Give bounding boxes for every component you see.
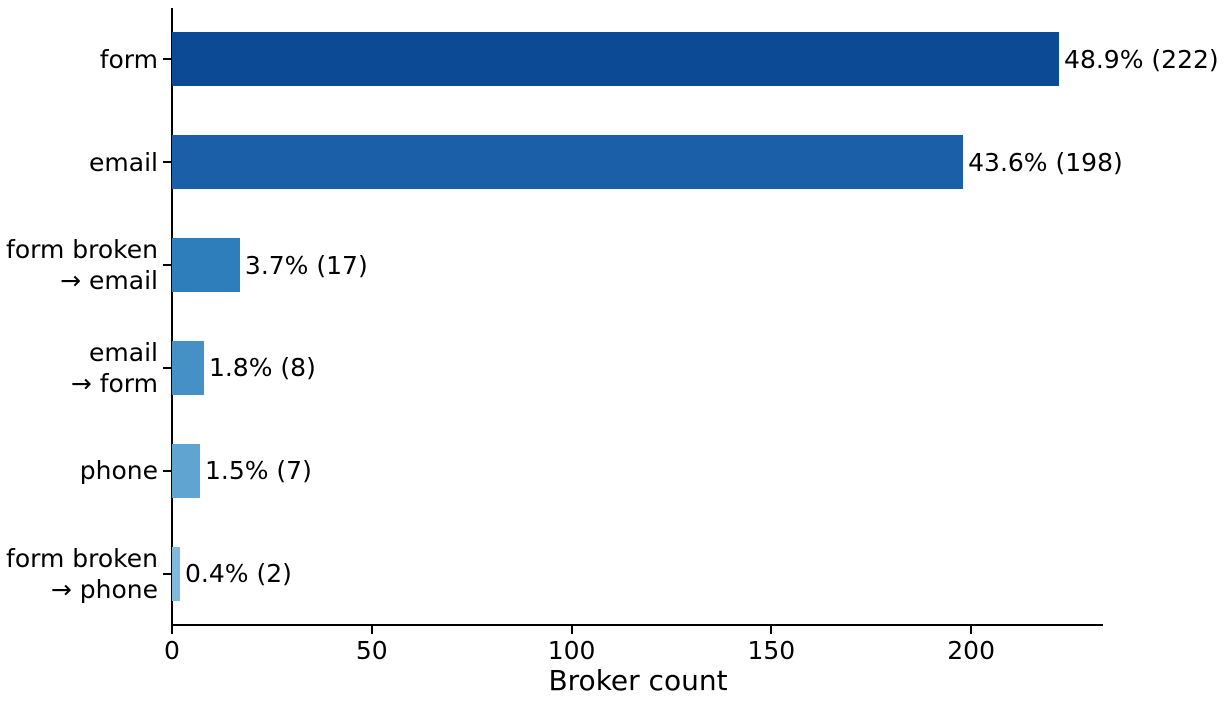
y-tick-label: form broken → phone: [0, 543, 158, 605]
x-tick-mark: [171, 626, 173, 634]
x-axis-title: Broker count: [548, 664, 728, 697]
bar-value-label: 43.6% (198): [968, 147, 1123, 177]
y-tick-mark: [163, 161, 171, 164]
bar-email: [172, 340, 204, 395]
y-tick-label: email: [0, 147, 158, 178]
y-tick-label-line: → phone: [50, 574, 158, 604]
x-axis-spine: [171, 624, 1103, 626]
x-tick-label: 100: [547, 636, 596, 665]
y-tick-label: phone: [0, 455, 158, 486]
bar-email: [172, 135, 963, 190]
bar-form: [172, 32, 1059, 87]
y-tick-mark: [163, 572, 171, 575]
bar-phone: [172, 443, 200, 498]
bar-value-label: 3.7% (17): [244, 250, 368, 280]
x-tick-label: 0: [164, 636, 180, 665]
y-tick-mark: [163, 264, 171, 267]
x-tick-label: 150: [747, 636, 796, 665]
y-tick-mark: [163, 58, 171, 61]
y-tick-label-line: → form: [70, 368, 158, 398]
y-tick-label: form broken → email: [0, 234, 158, 296]
y-tick-label-line: → email: [60, 266, 158, 296]
y-tick-label-line: form: [99, 44, 158, 74]
x-tick-mark: [970, 626, 973, 634]
x-tick-mark: [570, 626, 573, 634]
y-tick-label: email → form: [0, 337, 158, 399]
y-tick-label: form: [0, 44, 158, 75]
bar-form-broken: [172, 238, 240, 293]
y-tick-label-line: form broken: [6, 235, 158, 265]
bar-value-label: 48.9% (222): [1064, 44, 1219, 74]
bar-value-label: 0.4% (2): [184, 559, 292, 589]
y-tick-mark: [163, 366, 171, 369]
x-tick-mark: [770, 626, 773, 634]
y-tick-label-line: email: [89, 337, 158, 367]
y-tick-label-line: email: [89, 147, 158, 177]
y-tick-label-line: form broken: [6, 543, 158, 573]
y-tick-mark: [163, 469, 171, 472]
x-tick-label: 200: [947, 636, 995, 665]
y-tick-label-line: phone: [79, 456, 158, 486]
x-tick-label: 50: [355, 636, 388, 665]
x-tick-mark: [370, 626, 373, 634]
bar-value-label: 1.8% (8): [208, 353, 316, 383]
y-axis-spine: [171, 8, 173, 626]
bar-value-label: 1.5% (7): [204, 456, 312, 486]
bar-form-broken: [172, 546, 180, 601]
